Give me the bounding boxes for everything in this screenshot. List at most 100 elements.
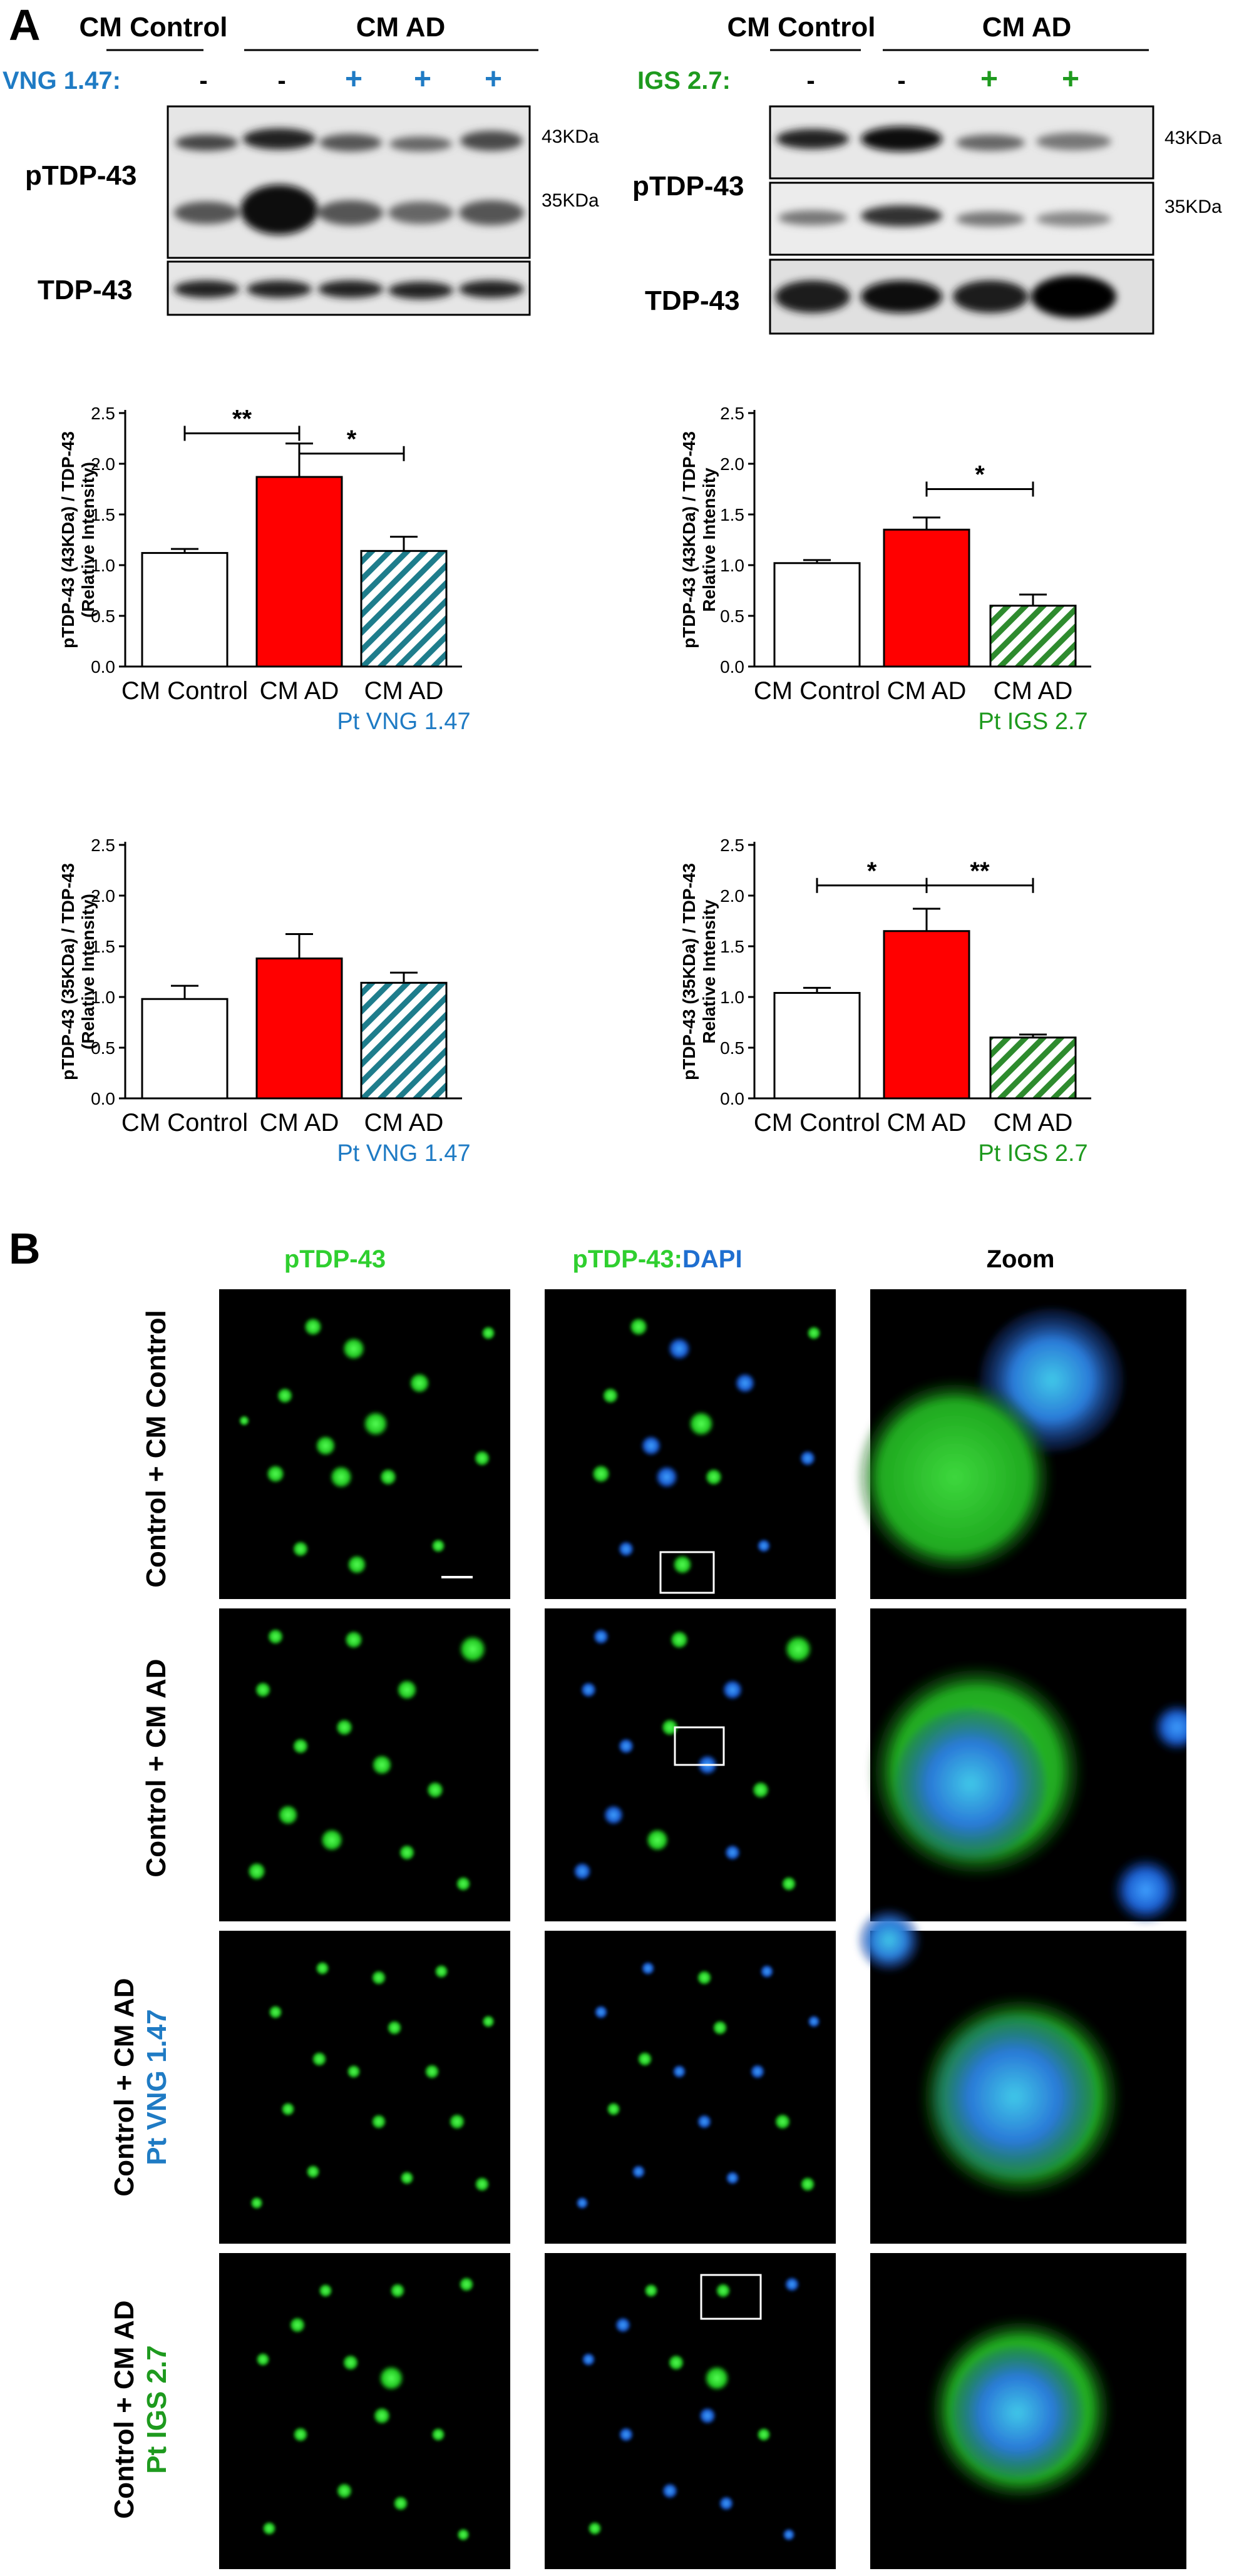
x-category-label: CM Control	[121, 1109, 248, 1137]
x-category-sublabel: Pt VNG 1.47	[337, 1140, 470, 1167]
row-label-2-line1: Control + CM AD	[141, 1659, 172, 1878]
lane-sign: +	[980, 63, 998, 96]
y-tick-label: 1.5	[720, 937, 744, 956]
x-category-label: CM AD	[364, 677, 444, 705]
zoom-box	[659, 1551, 715, 1594]
x-category-label: CM Control	[754, 1109, 880, 1137]
bar	[255, 957, 343, 1100]
lane-sign: +	[414, 63, 431, 96]
significance-label: *	[347, 426, 357, 453]
y-tick-label: 2.0	[720, 886, 744, 906]
bar-chart-1: 0.0 0.5 1.0 1.5 2.0 2.5 pTDP-43 (43KDa) / TDP-…	[58, 404, 471, 735]
image-row-2-merge	[545, 1608, 836, 1921]
blot-right-tdp43-image	[769, 258, 1154, 335]
col-header-zoom: Zoom	[986, 1245, 1055, 1273]
image-row-2-ptdp43	[219, 1608, 510, 1921]
row-label-1-line1: Control + CM Control	[141, 1310, 172, 1588]
row-label-1: Control + CM Control	[128, 1296, 185, 1602]
x-category-label: CM AD	[887, 677, 967, 705]
image-row-4-merge	[545, 2253, 836, 2569]
blot-left-lane-signs: - - + + +	[199, 63, 502, 96]
y-axis-label: pTDP-43 (35KDa) / TDP-43	[58, 863, 78, 1080]
image-row-1-ptdp43	[219, 1289, 510, 1599]
y-tick-label: 1.0	[720, 556, 744, 575]
col-header-ptdp43: pTDP-43	[284, 1245, 386, 1273]
x-category-label: CM AD	[260, 1109, 339, 1137]
col-header-merge: pTDP-43:DAPI	[513, 1245, 801, 1274]
bar	[773, 562, 861, 668]
lane-sign: +	[345, 63, 362, 96]
y-tick-label: 1.5	[91, 937, 115, 956]
zoom-box	[700, 2274, 762, 2320]
x-category-sublabel: Pt IGS 2.7	[978, 1140, 1087, 1167]
image-row-4-ptdp43	[219, 2253, 510, 2569]
blot-right-row2-label: TDP-43	[645, 285, 740, 316]
merge-separator: :	[674, 1245, 682, 1273]
lane-sign: -	[277, 67, 285, 95]
significance-label: **	[232, 405, 252, 432]
bar-chart-4: 0.0 0.5 1.0 1.5 2.0 2.5 pTDP-43 (35KDa) / TDP-…	[679, 836, 1091, 1167]
bar-chart-2: 0.0 0.5 1.0 1.5 2.0 2.5 pTDP-43 (43KDa) / TDP-…	[679, 404, 1091, 735]
y-tick-label: 1.0	[91, 988, 115, 1007]
row-label-4: Control + CM AD Pt IGS 2.7	[94, 2253, 188, 2566]
x-category-label: CM AD	[887, 1109, 967, 1137]
y-tick-label: 0.0	[720, 1089, 744, 1108]
lane-sign: +	[1062, 63, 1079, 96]
y-tick-label: 2.5	[91, 836, 115, 855]
y-tick-label: 0.0	[91, 657, 115, 677]
y-tick-label: 1.5	[720, 505, 744, 524]
blot-right-treatment-label: IGS 2.7:	[637, 67, 731, 95]
x-category-label: CM Control	[754, 677, 880, 705]
image-row-4-zoom	[870, 2253, 1186, 2569]
blot-right-row1-label: pTDP-43	[632, 171, 744, 202]
row-label-3: Control + CM AD Pt VNG 1.47	[94, 1934, 188, 2241]
x-category-label: CM AD	[994, 677, 1073, 705]
lane-sign: +	[485, 63, 502, 96]
y-tick-label: 0.5	[720, 1038, 744, 1058]
y-axis-label-2: (Relative Intensity)	[78, 894, 98, 1050]
blot-right-header-ad: CM AD	[982, 12, 1072, 43]
bar	[773, 992, 861, 1100]
image-row-3-merge	[545, 1931, 836, 2244]
blot-left-kda-43: 43KDa	[542, 126, 599, 147]
y-axis-label-2: Relative Intensity	[699, 468, 719, 612]
y-tick-label: 0.5	[91, 1038, 115, 1058]
image-row-2-zoom	[867, 1608, 1186, 1924]
bar-chart-3: 0.0 0.5 1.0 1.5 2.0 2.5 pTDP-43 (35KDa) / TDP-…	[58, 836, 471, 1167]
y-axis-label: pTDP-43 (43KDa) / TDP-43	[58, 431, 78, 648]
x-category-sublabel: Pt IGS 2.7	[978, 708, 1087, 735]
row-label-4-line2: Pt IGS 2.7	[141, 2345, 172, 2474]
western-blot-right: CM Control CM AD IGS 2.7: - - + + 43KDa …	[632, 12, 1222, 335]
panel-b-letter: B	[9, 1224, 41, 1273]
bar	[883, 528, 970, 668]
image-row-3-zoom	[858, 1909, 1186, 2244]
y-axis-label-2: (Relative Intensity)	[78, 462, 98, 618]
y-axis-label: pTDP-43 (43KDa) / TDP-43	[679, 431, 699, 648]
blot-left-kda-35: 35KDa	[542, 190, 599, 211]
significance-label: *	[975, 461, 985, 489]
blot-right-ptdp43-35-image	[769, 181, 1154, 256]
y-tick-label: 2.0	[91, 886, 115, 906]
y-tick-label: 0.0	[91, 1089, 115, 1108]
blot-right-lane-signs: - - + +	[806, 63, 1079, 96]
blot-left-row1-label: pTDP-43	[25, 160, 136, 191]
bar	[141, 998, 229, 1100]
x-category-label: CM AD	[364, 1109, 444, 1137]
significance-label: **	[970, 857, 990, 885]
y-tick-label: 2.5	[720, 836, 744, 855]
blot-right-header-control: CM Control	[727, 12, 875, 43]
y-tick-label: 1.5	[91, 505, 115, 524]
y-tick-label: 0.5	[91, 606, 115, 626]
bar	[141, 552, 229, 668]
row-label-3-line1: Control + CM AD	[109, 1978, 140, 2197]
y-tick-label: 2.5	[91, 404, 115, 423]
merge-ptdp43-label: pTDP-43	[572, 1245, 674, 1273]
y-tick-label: 1.0	[91, 556, 115, 575]
zoom-box	[674, 1726, 725, 1766]
x-category-sublabel: Pt VNG 1.47	[337, 708, 470, 735]
bar	[989, 1036, 1077, 1100]
merge-dapi-label: DAPI	[682, 1245, 743, 1273]
blot-right-kda-43: 43KDa	[1164, 128, 1222, 148]
x-category-label: CM Control	[121, 677, 248, 705]
y-tick-label: 2.5	[720, 404, 744, 423]
